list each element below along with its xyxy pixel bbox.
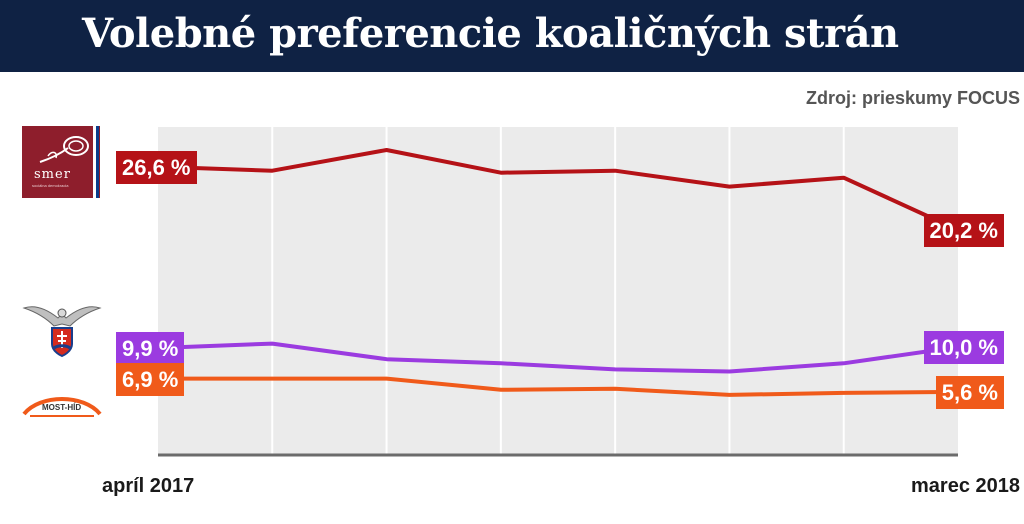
bridge-icon	[22, 397, 102, 417]
chart-title: Volebné preferencie koaličných strán	[82, 10, 899, 57]
end-value-label-most_hid: 5,6 %	[935, 375, 1004, 409]
x-axis-end-label: marec 2018	[911, 475, 1020, 497]
start-value-label-smer: 26,6 %	[116, 150, 197, 184]
eagle-emblem-icon	[22, 306, 102, 358]
end-value-label-sns: 10,0 %	[923, 331, 1004, 364]
plot-area	[158, 127, 958, 455]
smer-logo-text: smer	[34, 167, 71, 182]
series-line-smer	[157, 148, 959, 232]
start-value-label-most_hid: 6,9 %	[116, 362, 185, 396]
most-hid-logo-text: MOST-HÍD	[42, 403, 82, 412]
most-hid-logo: MOST-HÍD	[22, 396, 102, 420]
source-note: Zdroj: prieskumy FOCUS	[805, 88, 1020, 108]
x-axis-start-label: apríl 2017	[102, 475, 195, 497]
rose-icon	[39, 136, 89, 163]
end-value-label-smer: 20,2 %	[923, 214, 1004, 248]
smer-logo: smer sociálna demokracia	[22, 126, 100, 198]
series-line-most_hid	[158, 376, 959, 397]
series-line-sns	[157, 341, 959, 374]
title-bar: Volebné preferencie koaličných strán	[0, 0, 1024, 72]
start-value-label-sns: 9,9 %	[116, 332, 185, 366]
smer-logo-subtext: sociálna demokracia	[32, 183, 69, 188]
